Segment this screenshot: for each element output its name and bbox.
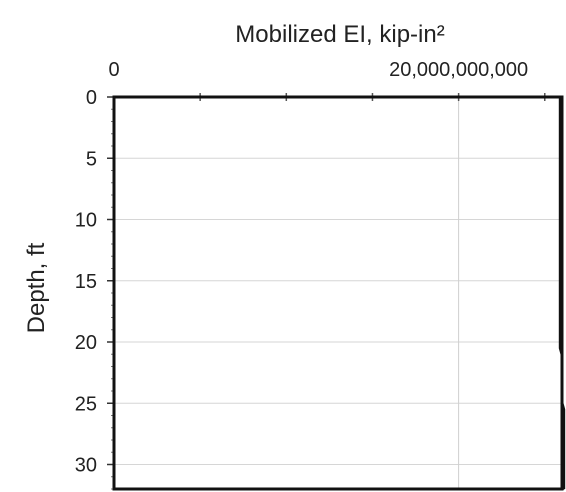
y-axis-ticks: 0 5 10 15 20 25 30 bbox=[75, 87, 114, 490]
y-tick-label: 30 bbox=[75, 455, 97, 477]
y-tick-label: 10 bbox=[75, 210, 97, 232]
y-axis-label: Depth, ft bbox=[23, 242, 50, 333]
chart-title: Mobilized EI, kip-in² bbox=[235, 21, 444, 48]
grid-lines bbox=[114, 97, 562, 489]
plot-frame bbox=[112, 95, 564, 491]
y-tick-label: 0 bbox=[86, 87, 97, 109]
x-tick-label: 20,000,000,000 bbox=[389, 59, 528, 81]
x-axis-ticks: 0 20,000,000,000 bbox=[108, 59, 546, 101]
y-tick-label: 20 bbox=[75, 332, 97, 354]
y-tick-label: 5 bbox=[86, 148, 97, 170]
y-tick-label: 25 bbox=[75, 393, 97, 415]
y-tick-label: 15 bbox=[75, 271, 97, 293]
x-tick-label: 0 bbox=[108, 59, 119, 81]
